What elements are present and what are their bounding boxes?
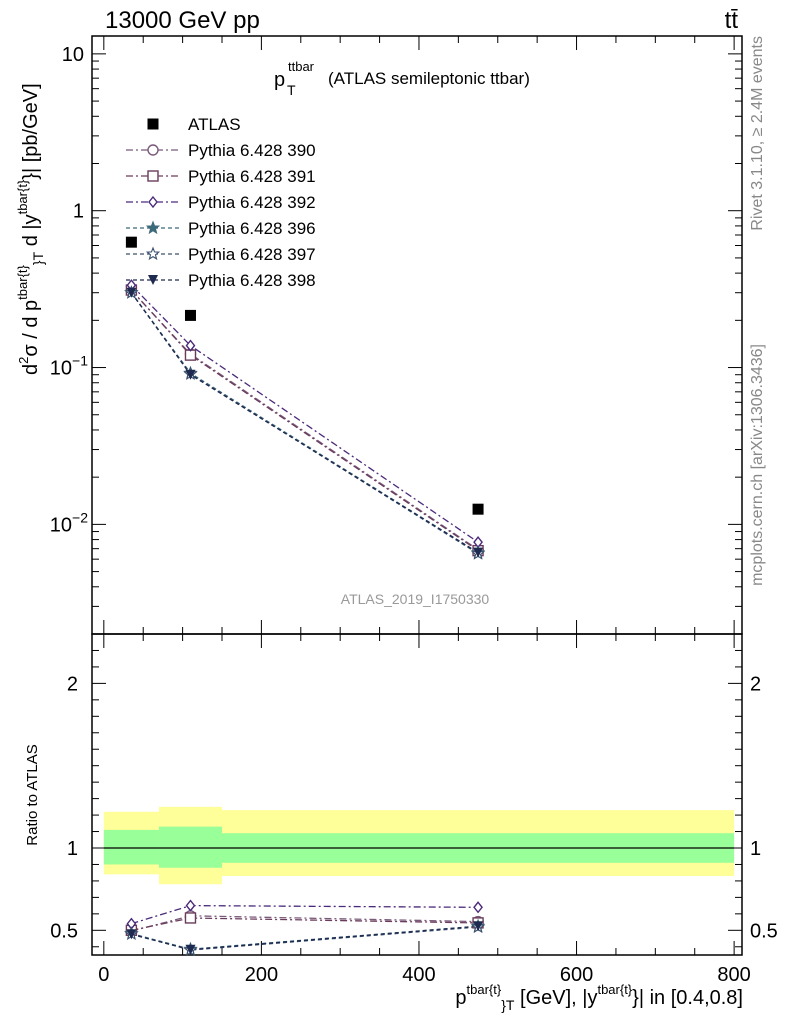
legend-marker-2 bbox=[147, 170, 159, 182]
x-tick-label: 400 bbox=[402, 964, 435, 986]
ratio-series-line-1 bbox=[131, 917, 479, 931]
ratio-point-5-2 bbox=[473, 921, 484, 932]
y-label-text: d2σ / d ptbar{t}}T d |ytbar{t}}| [pb/GeV… bbox=[15, 83, 46, 375]
ratio-series-line-4 bbox=[131, 926, 479, 951]
legend-label-4: Pythia 6.428 396 bbox=[188, 219, 316, 238]
legend-label-2: Pythia 6.428 391 bbox=[188, 167, 316, 186]
ratio-series-line-0 bbox=[131, 915, 479, 932]
mcplots-label: mcplots.cern.ch [arXiv:1306.3436] bbox=[749, 344, 766, 586]
ratio-y-tick-label-right: 0.5 bbox=[750, 920, 778, 942]
ratio-y-tick-label-right: 1 bbox=[750, 838, 761, 860]
process-label: tt̄ bbox=[725, 7, 739, 34]
ratio-point-1-1 bbox=[184, 912, 197, 924]
legend-label-0: ATLAS bbox=[188, 115, 241, 134]
legend-label-5: Pythia 6.428 397 bbox=[188, 245, 316, 264]
main-y-tick-label: 10−1 bbox=[50, 353, 88, 380]
main-point-6-0 bbox=[126, 287, 137, 298]
title-main: p bbox=[274, 69, 285, 91]
main-y-axis-label: d2σ / d ptbar{t}}T d |ytbar{t}}| [pb/GeV… bbox=[15, 83, 46, 375]
ratio-y-tick-label: 1 bbox=[67, 838, 78, 860]
main-y-tick-label: 1 bbox=[73, 201, 84, 223]
legend-marker-6 bbox=[148, 275, 158, 285]
main-point-0-0 bbox=[125, 236, 137, 248]
rivet-label: Rivet 3.1.10, ≥ 2.4M events bbox=[749, 36, 766, 231]
legend-marker-1 bbox=[147, 144, 159, 156]
main-point-0-1 bbox=[184, 309, 196, 321]
ratio-frame bbox=[91, 633, 743, 956]
legend: ATLAS Pythia 6.428 390 Pythia 6.428 391 Pyt… bbox=[126, 115, 316, 290]
title-sup: ttbar bbox=[288, 59, 315, 74]
ratio-point-2-1 bbox=[185, 899, 196, 912]
svg-text:ptbar{t}}T [GeV], |ytbar{t}}|: ptbar{t}}T [GeV], |ytbar{t}}| in [0.4,0.… bbox=[455, 982, 743, 1013]
legend-marker-4 bbox=[145, 220, 161, 235]
energy-label: 13000 GeV pp bbox=[105, 7, 260, 34]
main-y-tick-label: 10 bbox=[62, 44, 84, 66]
x-tick-label: 600 bbox=[560, 964, 593, 986]
main-y-tick-label: 10−2 bbox=[50, 509, 88, 536]
title-sub: T bbox=[287, 82, 296, 98]
svg-text:p: p bbox=[274, 69, 285, 91]
ratio-y-tick-label-right: 2 bbox=[750, 673, 761, 695]
main-series-line-1 bbox=[130, 290, 479, 551]
legend-marker-0 bbox=[147, 118, 159, 130]
ratio-point-5-0 bbox=[126, 929, 137, 940]
legend-marker-3 bbox=[148, 195, 158, 209]
x-axis-label: ptbar{t}}T [GeV], |ytbar{t}}| in [0.4,0.… bbox=[455, 982, 743, 1013]
ratio-y-tick-label: 2 bbox=[67, 673, 78, 695]
main-point-6-2 bbox=[473, 547, 484, 558]
analysis-watermark: ATLAS_2019_I1750330 bbox=[341, 591, 490, 607]
band-inner-0 bbox=[103, 829, 159, 865]
legend-label-6: Pythia 6.428 398 bbox=[188, 271, 316, 290]
ratio-series-line-3 bbox=[131, 925, 479, 950]
main-plot-title: p ttbar T (ATLAS semileptonic ttbar) bbox=[274, 59, 530, 98]
x-tick-label: 200 bbox=[245, 964, 278, 986]
legend-label-3: Pythia 6.428 392 bbox=[188, 193, 316, 212]
title-rest: (ATLAS semileptonic ttbar) bbox=[328, 69, 530, 88]
legend-marker-5 bbox=[145, 246, 161, 261]
x-tick-label: 0 bbox=[98, 964, 109, 986]
main-point-3-1 bbox=[185, 339, 196, 352]
x-tick-label: 800 bbox=[717, 964, 750, 986]
legend-label-1: Pythia 6.428 390 bbox=[188, 141, 316, 160]
main-point-0-2 bbox=[472, 503, 484, 515]
main-series-line-2 bbox=[130, 289, 479, 552]
main-series-line-3 bbox=[130, 284, 479, 543]
ratio-point-2-2 bbox=[473, 901, 483, 914]
ratio-y-tick-label: 0.5 bbox=[50, 920, 78, 942]
band-inner-1 bbox=[158, 826, 222, 868]
ratio-series-line-5 bbox=[131, 925, 479, 951]
ratio-point-5-1 bbox=[185, 944, 196, 955]
ratio-y-axis-label: Ratio to ATLAS bbox=[24, 744, 41, 845]
main-point-6-1 bbox=[185, 369, 196, 380]
